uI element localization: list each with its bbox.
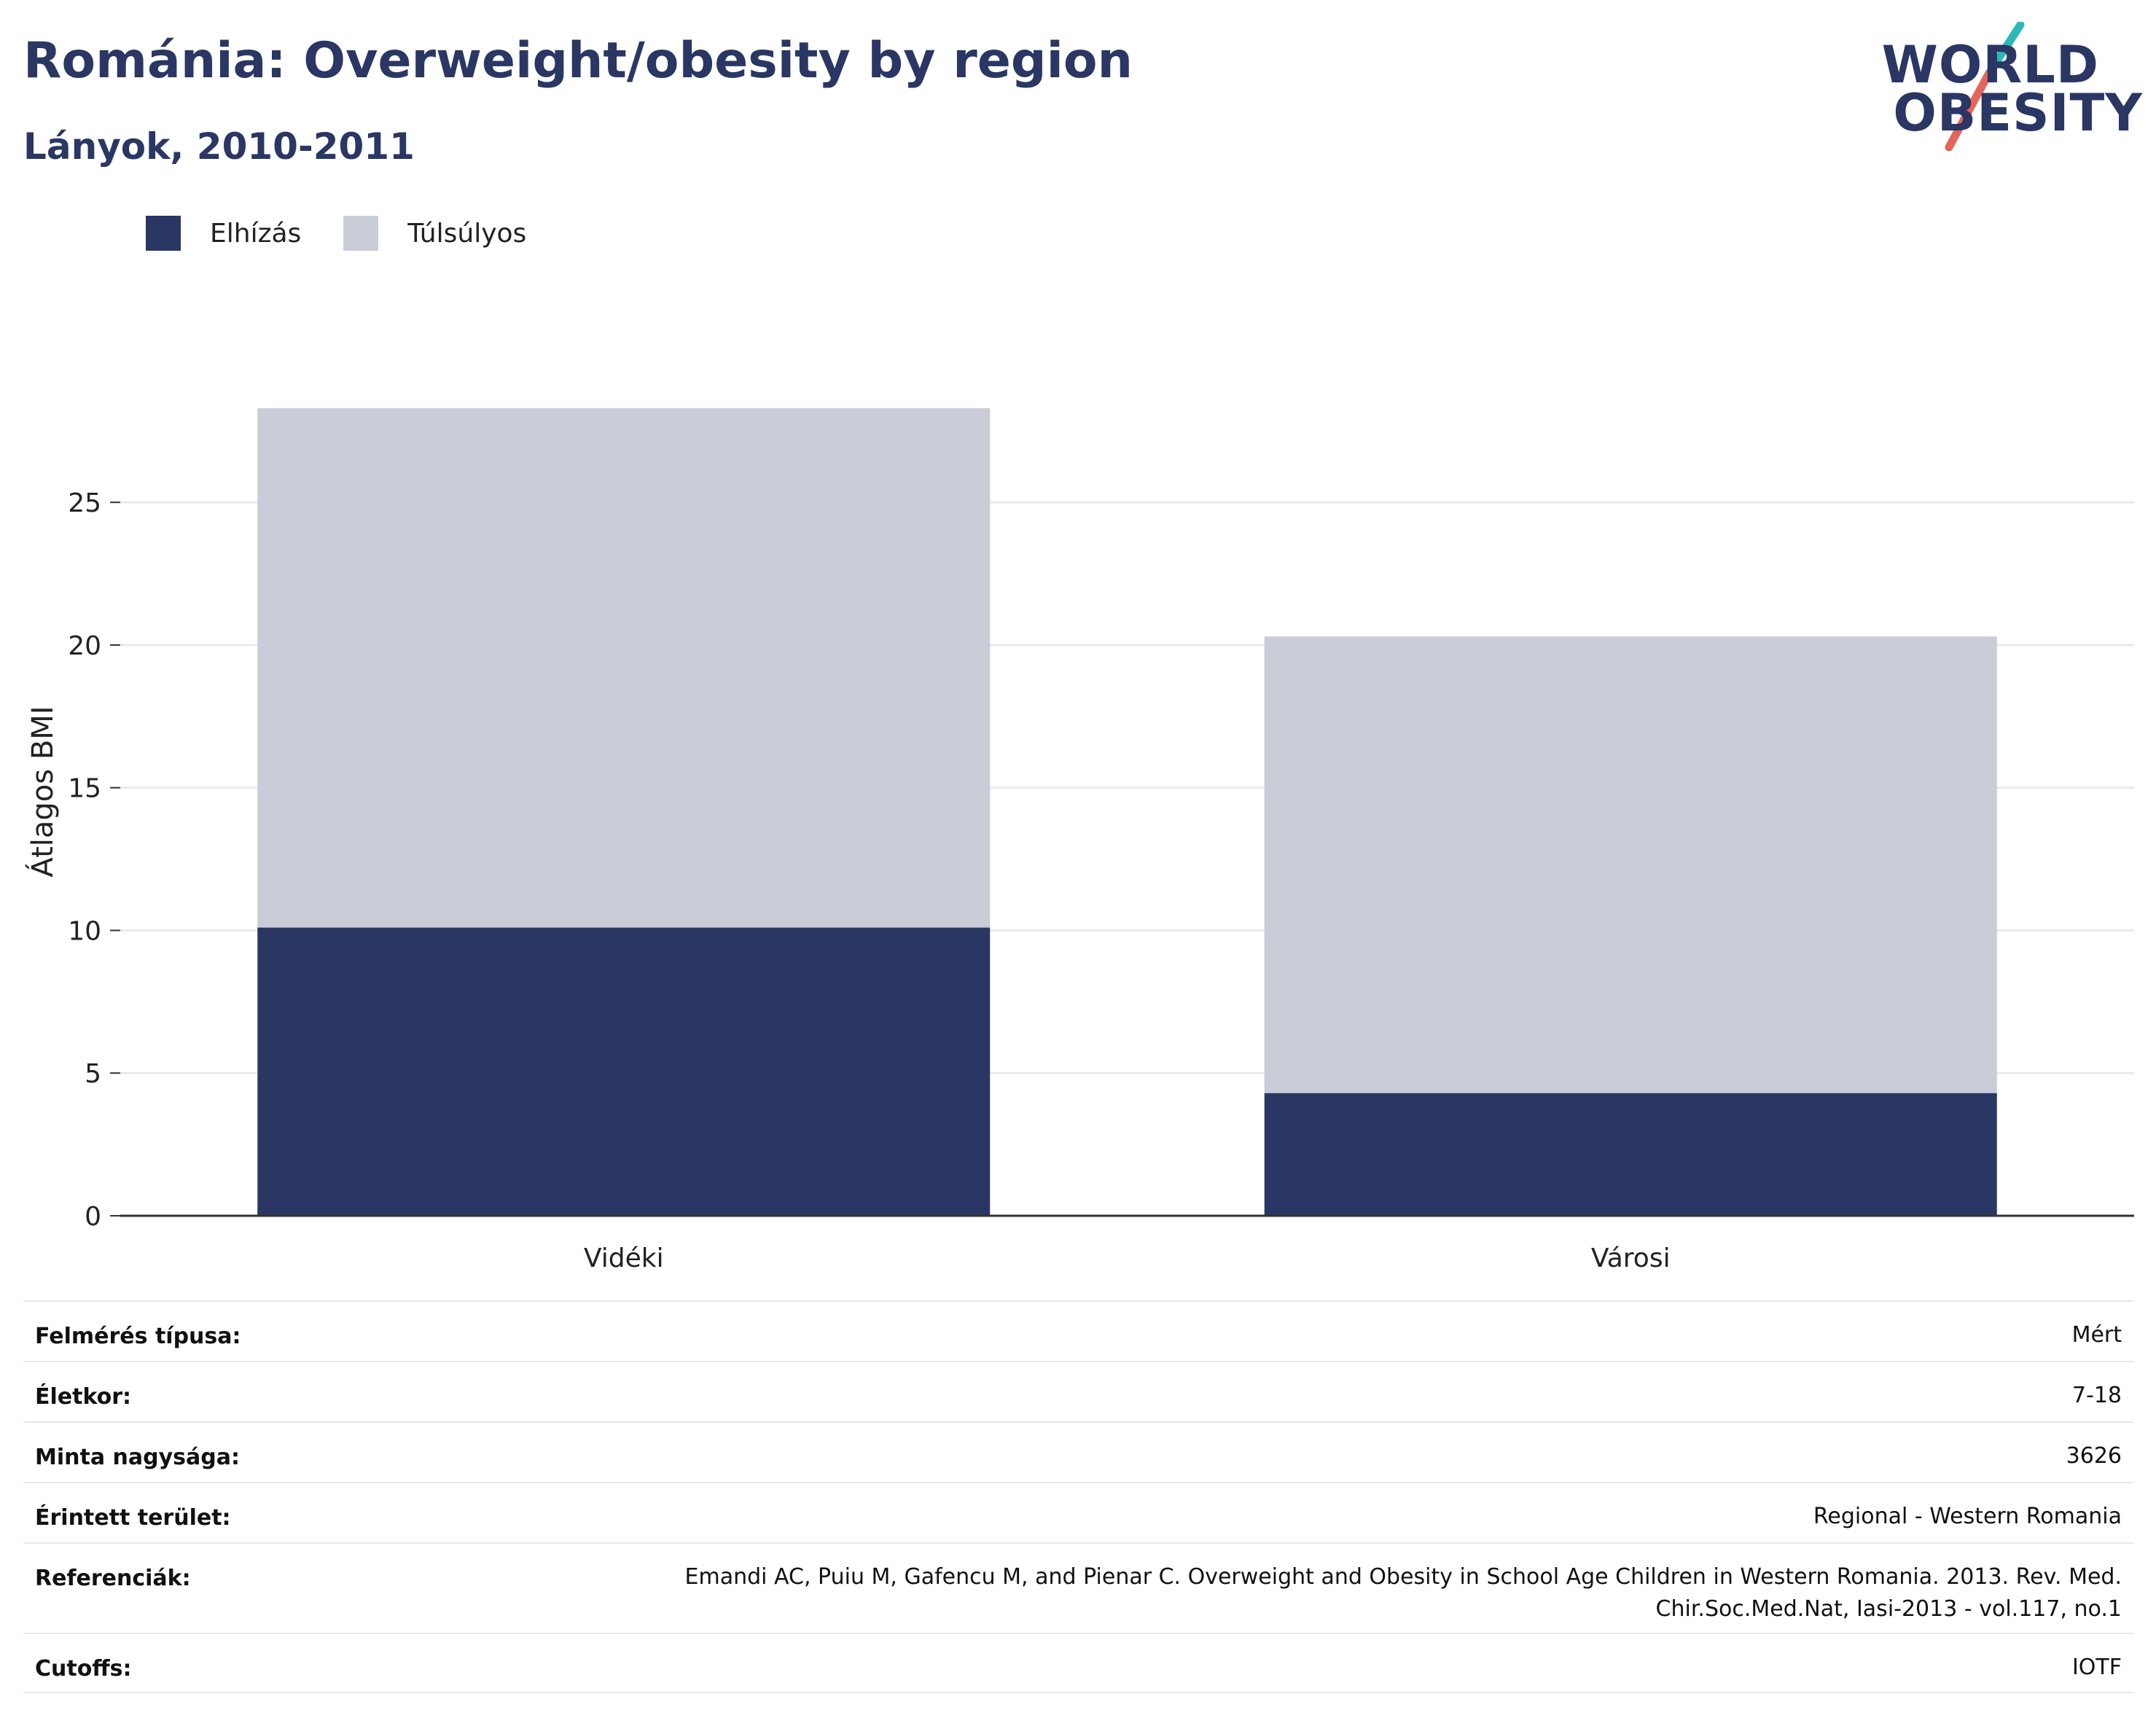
legend-swatch-obesity	[146, 216, 181, 251]
stacked-bar-chart: 0 5 10 15 20 25 Vidéki Városi Átlagos BMI	[25, 408, 2134, 1273]
y-tick-label: 20	[68, 631, 101, 661]
info-value: IOTF	[2072, 1652, 2122, 1684]
info-value-line: 7-18	[2071, 1383, 2122, 1408]
bar-overweight-0[interactable]	[257, 408, 991, 928]
y-tick-label: 10	[68, 916, 101, 946]
info-label: Érintett terület:	[35, 1505, 231, 1531]
info-row: Érintett terület: Regional - Western Roma…	[23, 1482, 2133, 1542]
info-row: Felmérés típusa: Mért	[23, 1300, 2133, 1361]
bar-overweight-1[interactable]	[1264, 636, 1997, 1093]
legend-item-obesity[interactable]: Elhízás	[146, 216, 301, 251]
info-label: Referenciák:	[35, 1566, 191, 1591]
info-value: 7-18	[2072, 1380, 2122, 1412]
logo-slash-icon	[1945, 22, 2025, 152]
y-tick-label: 0	[85, 1202, 101, 1232]
info-label: Felmérés típusa:	[35, 1324, 241, 1349]
info-value: Regional - Western Romania	[1813, 1501, 2122, 1533]
y-tick-label: 15	[68, 774, 101, 804]
info-value-line: Regional - Western Romania	[1813, 1504, 2122, 1529]
page-title: Románia: Overweight/obesity by region	[23, 32, 1133, 90]
info-value-line: Emandi AC, Puiu M, Gafencu M, and Pienar…	[684, 1564, 2122, 1590]
info-row: Minta nagysága: 3626	[23, 1421, 2133, 1482]
legend-item-overweight[interactable]: Túlsúlyos	[343, 216, 526, 251]
chart-legend: Elhízás Túlsúlyos	[146, 216, 569, 251]
world-obesity-logo: WORLD OBESITY	[1882, 22, 2143, 153]
y-axis-title: Átlagos BMI	[25, 706, 60, 877]
y-tick-label: 5	[85, 1059, 101, 1089]
info-row: Életkor: 7-18	[23, 1361, 2133, 1421]
info-label: Cutoffs:	[35, 1656, 132, 1682]
info-value: Emandi AC, Puiu M, Gafencu M, and Pienar…	[685, 1561, 2122, 1625]
bar-obesity-1[interactable]	[1264, 1093, 1997, 1216]
y-tick-label: 25	[68, 488, 101, 518]
logo-word-world: WORLD	[1881, 35, 2099, 95]
legend-label-overweight: Túlsúlyos	[407, 218, 527, 249]
info-label: Minta nagysága:	[35, 1445, 240, 1470]
info-value-line: IOTF	[2071, 1655, 2122, 1680]
info-value-line: Mért	[2071, 1322, 2122, 1348]
info-value-line: 3626	[2066, 1443, 2122, 1469]
info-row: Cutoffs: IOTF	[23, 1633, 2133, 1693]
legend-label-obesity: Elhízás	[210, 218, 302, 249]
x-tick-label: Városi	[1591, 1243, 1671, 1273]
legend-swatch-overweight	[343, 216, 379, 251]
info-row: Referenciák: Emandi AC, Puiu M, Gafencu M…	[23, 1542, 2133, 1633]
page-subtitle: Lányok, 2010-2011	[23, 125, 415, 168]
info-value: Mért	[2072, 1319, 2122, 1351]
survey-info-table: Felmérés típusa: Mért Életkor: 7-18 Minta na…	[23, 1300, 2133, 1693]
info-label: Életkor:	[35, 1384, 132, 1410]
info-value: 3626	[2066, 1440, 2122, 1472]
info-value-line: Chir.Soc.Med.Nat, Iasi-2013 - vol.117, n…	[1655, 1596, 2122, 1622]
x-tick-label: Vidéki	[584, 1243, 664, 1273]
logo-word-obesity: OBESITY	[1893, 83, 2143, 143]
bar-obesity-0[interactable]	[257, 927, 991, 1216]
